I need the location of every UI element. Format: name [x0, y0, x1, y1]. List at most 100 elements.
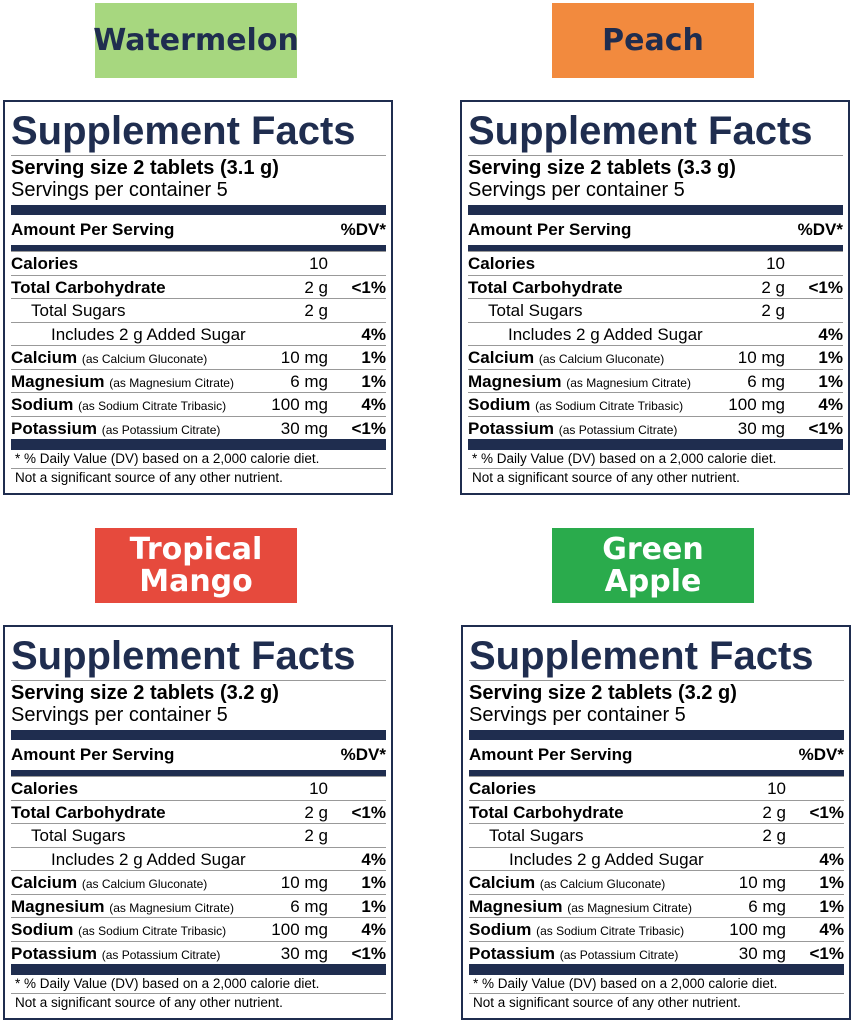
- nutrient-amount: [703, 323, 788, 346]
- nutrient-amount: 2 g: [762, 802, 786, 822]
- nutrient-name: Total Sugars: [469, 824, 696, 847]
- nutrient-name: Calories: [11, 252, 238, 275]
- nutrient-dv: 1%: [819, 873, 844, 892]
- nutrient-label: Total Carbohydrate: [468, 277, 623, 297]
- nutrient-row: Includes 2 g Added Sugar 4%: [469, 846, 844, 871]
- amount-header: Amount Per Serving: [468, 220, 632, 239]
- dv-header: %DV*: [340, 745, 386, 764]
- nutrient-dv: [328, 777, 386, 800]
- nutrient-row: Calcium (as Calcium Gluconate) 10 mg 1%: [469, 870, 844, 894]
- nutrient-name: Total Carbohydrate: [11, 801, 238, 824]
- nutrient-row: Sodium (as Sodium Citrate Tribasic) 100 m…: [11, 392, 386, 416]
- nutrient-dv: <1%: [351, 802, 387, 822]
- footnote: Not a significant source of any other nu…: [468, 468, 843, 487]
- nutrient-row: Total Sugars 2 g: [469, 823, 844, 847]
- nutrient-amount: [704, 848, 789, 871]
- nutrient-source: (as Magnesium Citrate): [567, 900, 692, 915]
- nutrient-dv: [786, 777, 844, 800]
- nutrient-dv: 1%: [361, 873, 386, 892]
- nutrient-dv: 1%: [361, 896, 386, 916]
- nutrient-label: Sodium: [11, 920, 74, 939]
- supplement-facts-panel: Supplement Facts Serving size 2 tablets (…: [460, 100, 850, 495]
- nutrient-source: (as Potassium Citrate): [101, 422, 221, 437]
- nutrient-dv: <1%: [809, 802, 845, 822]
- nutrient-amount: 2 g: [761, 277, 785, 297]
- nutrient-dv: <1%: [808, 277, 844, 297]
- nutrient-dv: 1%: [819, 896, 844, 916]
- nutrient-row: Calcium (as Calcium Gluconate) 10 mg 1%: [11, 345, 386, 369]
- footnote: Not a significant source of any other nu…: [11, 468, 386, 487]
- header-row: Amount Per Serving %DV*: [468, 215, 843, 251]
- nutrient-name: Calories: [468, 252, 695, 275]
- nutrient-row: Calories 10: [11, 776, 386, 800]
- serving-size: Serving size 2 tablets (3.3 g): [468, 157, 736, 179]
- nutrient-label: Potassium: [11, 418, 97, 438]
- nutrient-label: Sodium: [469, 920, 532, 939]
- nutrient-name: Potassium (as Potassium Citrate): [468, 417, 695, 440]
- nutrient-label: Magnesium: [469, 896, 563, 916]
- footnote: Not a significant source of any other nu…: [469, 993, 844, 1012]
- nutrient-source: (as Magnesium Citrate): [566, 375, 691, 390]
- nutrient-name: Calcium (as Calcium Gluconate): [11, 346, 238, 369]
- nutrient-amount: 2 g: [304, 277, 328, 297]
- nutrient-name: Calories: [11, 777, 238, 800]
- nutrient-amount: 30 mg: [280, 418, 328, 438]
- nutrient-source: (as Magnesium Citrate): [109, 900, 234, 915]
- nutrient-label: Total Carbohydrate: [11, 802, 166, 822]
- thick-rule: [11, 964, 386, 975]
- nutrient-label: Total Sugars: [489, 826, 584, 845]
- nutrient-label: Potassium: [469, 943, 555, 963]
- header-row: Amount Per Serving %DV*: [11, 215, 386, 251]
- nutrient-amount: 10: [309, 779, 328, 798]
- nutrient-name: Includes 2 g Added Sugar: [468, 323, 703, 346]
- nutrient-label: Calories: [11, 254, 79, 273]
- nutrient-name: Sodium (as Sodium Citrate Tribasic): [468, 393, 695, 416]
- nutrient-row: Potassium (as Potassium Citrate) 30 mg <1%: [11, 940, 386, 965]
- flavor-label: Peach: [552, 3, 754, 78]
- nutrient-source: (as Potassium Citrate): [558, 422, 678, 437]
- nutrient-label: Total Carbohydrate: [469, 802, 624, 822]
- serving-size: Serving size 2 tablets (3.2 g): [469, 682, 737, 704]
- nutrient-source: (as Magnesium Citrate): [109, 375, 234, 390]
- nutrient-row: Total Carbohydrate 2 g <1%: [11, 274, 386, 299]
- thick-rule: [469, 730, 844, 740]
- serving-size: Serving size 2 tablets (3.1 g): [11, 157, 279, 179]
- nutrient-amount: 100 mg: [728, 395, 785, 414]
- nutrient-label: Calcium: [469, 873, 536, 892]
- supplement-facts-panel: Supplement Facts Serving size 2 tablets (…: [3, 625, 393, 1020]
- flavor-line: Peach: [602, 22, 704, 58]
- nutrient-name: Potassium (as Potassium Citrate): [11, 942, 238, 965]
- panel-title: Supplement Facts: [468, 102, 843, 156]
- nutrient-row: Total Carbohydrate 2 g <1%: [468, 274, 844, 299]
- nutrient-dv: [328, 252, 386, 275]
- nutrient-amount: 100 mg: [271, 395, 328, 414]
- flavor-label: Tropical Mango: [95, 528, 297, 603]
- nutrient-name: Magnesium (as Magnesium Citrate): [11, 370, 238, 393]
- nutrient-amount: 2 g: [304, 826, 328, 845]
- servings-per-container: Servings per container 5: [469, 704, 686, 726]
- nutrient-amount: 30 mg: [738, 943, 786, 963]
- nutrient-name: Potassium (as Potassium Citrate): [469, 942, 696, 965]
- nutrient-name: Magnesium (as Magnesium Citrate): [468, 370, 695, 393]
- nutrient-row: Total Sugars 2 g: [11, 298, 386, 322]
- nutrient-row: Magnesium (as Magnesium Citrate) 6 mg 1%: [11, 893, 386, 918]
- nutrient-label: Potassium: [468, 418, 554, 438]
- nutrient-amount: 100 mg: [271, 920, 328, 939]
- nutrient-amount: 30 mg: [737, 418, 785, 438]
- nutrient-row: Magnesium (as Magnesium Citrate) 6 mg 1%: [469, 893, 844, 918]
- flavor-line: Watermelon: [93, 22, 299, 58]
- nutrient-label: Includes 2 g Added Sugar: [508, 324, 703, 344]
- flavor-line: Mango: [139, 563, 253, 599]
- nutrient-dv: 1%: [818, 371, 843, 391]
- nutrient-dv: [328, 824, 386, 847]
- nutrient-row: Calories 10: [469, 776, 844, 800]
- nutrient-amount: 100 mg: [729, 920, 786, 939]
- serving-size: Serving size 2 tablets (3.2 g): [11, 682, 279, 704]
- nutrient-label: Potassium: [11, 943, 97, 963]
- nutrient-source: (as Calcium Gluconate): [539, 877, 666, 891]
- nutrient-name: Calories: [469, 777, 696, 800]
- nutrient-dv: [328, 299, 386, 322]
- panel-title: Supplement Facts: [469, 627, 844, 681]
- nutrient-label: Total Sugars: [488, 301, 583, 320]
